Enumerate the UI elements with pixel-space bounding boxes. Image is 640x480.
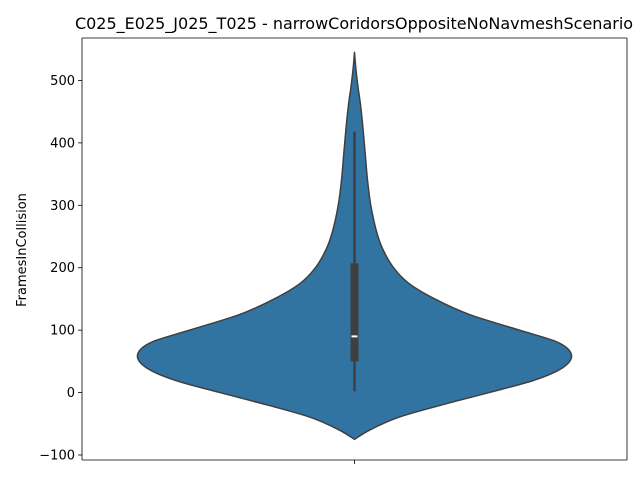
iqr-box	[350, 263, 359, 362]
box-layer	[350, 131, 359, 392]
y-tick-label: 100	[50, 324, 75, 339]
axes-layer: −100 0 100 200 300 400 500	[39, 37, 628, 464]
y-tick-label: 200	[50, 261, 75, 276]
y-axis-title: FramesInCollision	[15, 193, 30, 307]
y-tick-label: −100	[39, 449, 75, 464]
chart-title: C025_E025_J025_T025 - narrowCoridorsOppo…	[75, 14, 633, 34]
y-tick-label: 400	[50, 136, 75, 151]
y-tick-label: 300	[50, 199, 75, 214]
y-tick-label: 500	[50, 74, 75, 89]
y-tick-label: 0	[67, 386, 75, 401]
